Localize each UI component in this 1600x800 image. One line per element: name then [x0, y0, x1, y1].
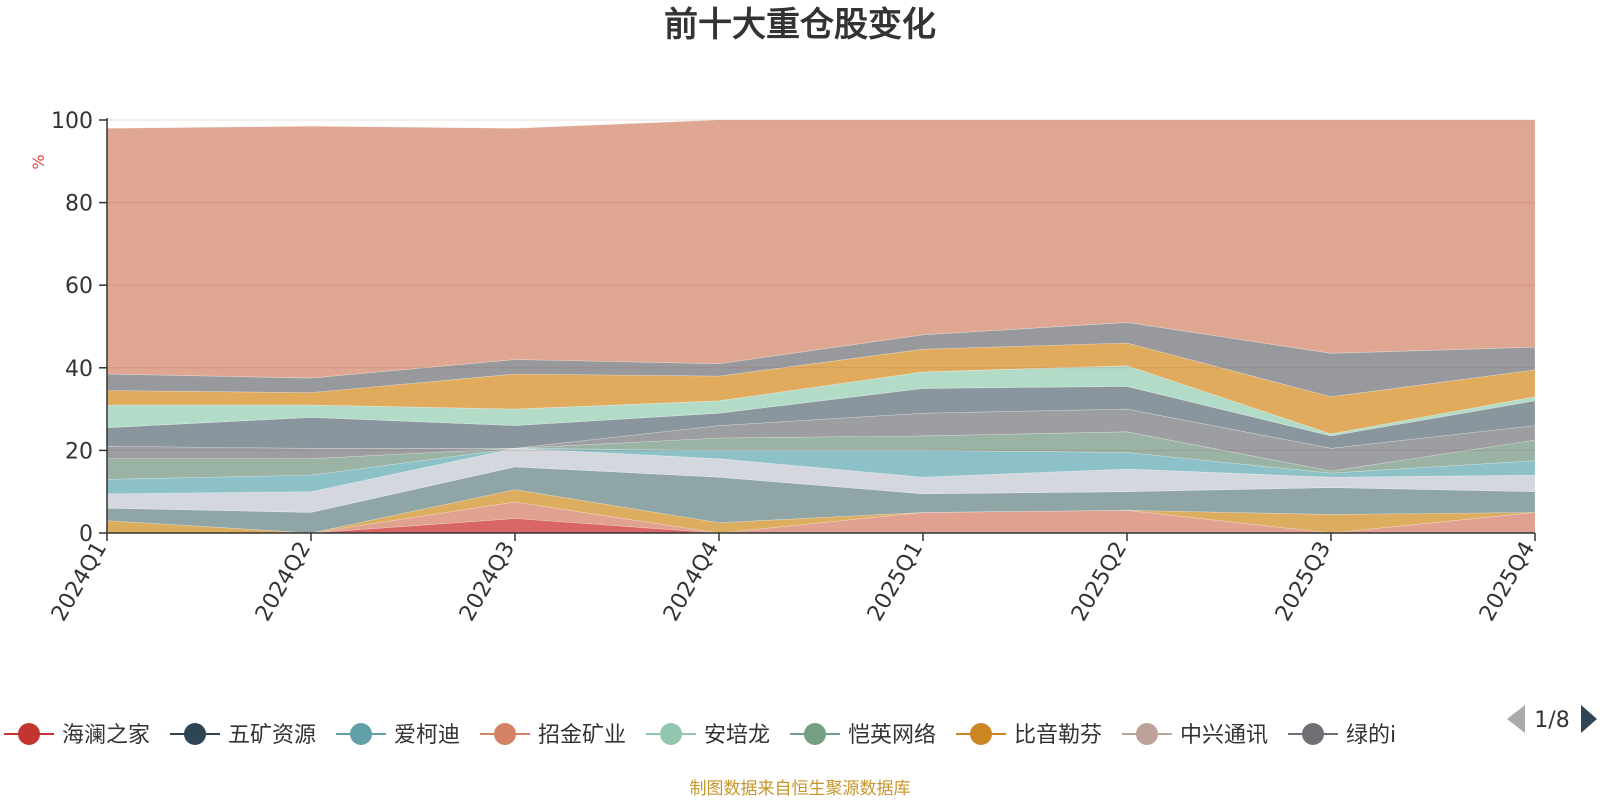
y-tick-label: 40	[65, 357, 93, 382]
y-tick-label: 20	[65, 439, 93, 464]
legend-marker-icon	[18, 723, 40, 745]
x-tick-label: 2025Q4	[1475, 538, 1540, 626]
legend-item[interactable]: 比音勒芬	[956, 723, 1102, 748]
area-layer	[106, 119, 1536, 379]
y-axis-label: %	[29, 154, 48, 169]
y-tick-label: 80	[65, 192, 93, 217]
legend-item[interactable]: 安培龙	[646, 723, 770, 748]
legend-page-indicator: 1/8	[1534, 708, 1569, 733]
x-tick-label: 2024Q4	[659, 538, 724, 626]
legend-label: 恺英网络	[848, 723, 936, 748]
legend-marker-icon	[184, 723, 206, 745]
legend-label: 爱柯迪	[394, 723, 460, 748]
legend-marker-icon	[1302, 723, 1324, 745]
x-tick-label: 2024Q2	[251, 538, 316, 626]
legend-marker-icon	[804, 723, 826, 745]
legend-item[interactable]: 恺英网络	[790, 723, 936, 748]
legend-marker-icon	[970, 723, 992, 745]
legend-marker-icon	[660, 723, 682, 745]
x-tick-label: 2025Q1	[863, 538, 928, 626]
legend-label: 安培龙	[704, 723, 770, 748]
x-tick-label: 2024Q1	[47, 538, 112, 626]
legend-item[interactable]: 五矿资源	[170, 723, 316, 748]
grid-lines	[107, 119, 1535, 451]
legend-label: 比音勒芬	[1014, 723, 1102, 748]
legend-item[interactable]: 中兴通讯	[1122, 723, 1268, 748]
legend-marker-icon	[1136, 723, 1158, 745]
legend-marker-icon	[494, 723, 516, 745]
legend-label: 招金矿业	[538, 723, 626, 748]
chart-title: 前十大重仓股变化	[664, 5, 936, 45]
area-layer	[106, 365, 1536, 437]
legend: 海澜之家 五矿资源 爱柯迪 招金矿业 安培龙 恺英网络 比音勒芬 中兴通讯 绿的i	[4, 723, 1396, 748]
legend-item[interactable]: 绿的i	[1288, 723, 1396, 748]
stacked-areas	[106, 119, 1536, 534]
legend-label: 绿的i	[1346, 723, 1396, 748]
legend-label: 海澜之家	[62, 723, 150, 748]
legend-item[interactable]: 爱柯迪	[336, 723, 460, 748]
y-tick-label: 0	[79, 522, 93, 547]
legend-item[interactable]: 招金矿业	[480, 723, 626, 748]
y-tick-label: 60	[65, 274, 93, 299]
x-tick-label: 2025Q2	[1067, 538, 1132, 626]
legend-marker-icon	[350, 723, 372, 745]
legend-label: 五矿资源	[228, 723, 316, 748]
legend-prev-icon[interactable]	[1507, 705, 1525, 733]
legend-label: 中兴通讯	[1180, 723, 1268, 748]
area-layer	[106, 447, 1536, 495]
legend-item[interactable]: 海澜之家	[4, 723, 150, 748]
legend-pager: 1/8	[1507, 705, 1597, 733]
y-tick-label: 100	[51, 109, 93, 134]
legend-next-icon[interactable]	[1581, 705, 1597, 733]
x-tick-label: 2024Q3	[455, 538, 520, 626]
footer-source: 制图数据来自恒生聚源数据库	[690, 779, 911, 799]
x-tick-label: 2025Q3	[1271, 538, 1336, 626]
